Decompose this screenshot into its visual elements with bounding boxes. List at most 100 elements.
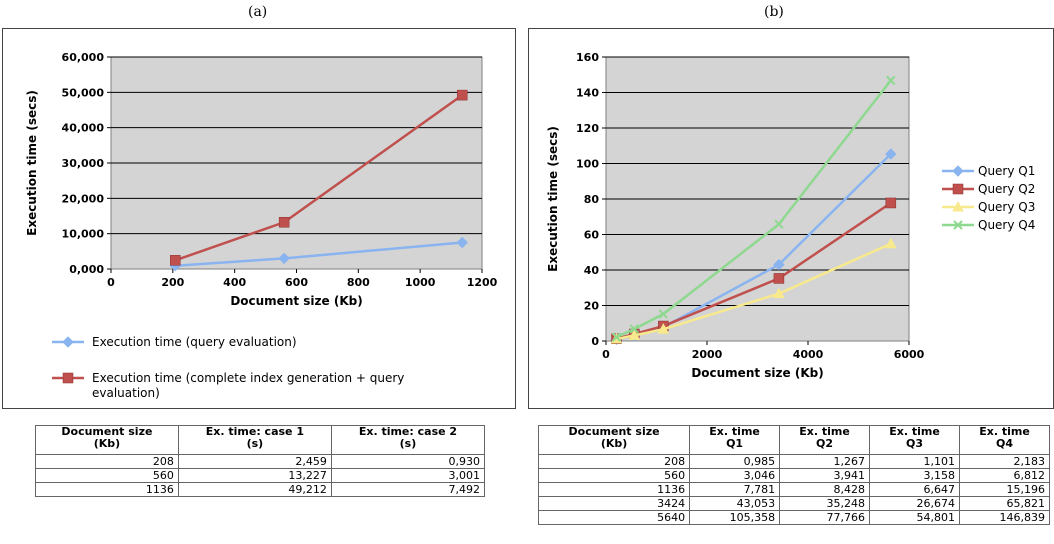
chart-b-series-3-point — [628, 329, 641, 340]
panel-label-b: (b) — [764, 4, 784, 20]
table-row: 1136 49,212 7,492 — [35, 482, 486, 497]
table-cell: 43,053 — [689, 496, 781, 511]
table-a: Document size (Kb) Ex. time: case 1 (s) Ex. … — [35, 425, 486, 497]
chart-a-x-axis-title: Document size (Kb) — [230, 294, 362, 308]
chart-b-x-tick-label: 0 — [602, 348, 610, 361]
chart-a-y-tick-label: 50,000 — [62, 86, 105, 99]
legend-b-series-3-marker — [952, 200, 964, 212]
table-cell: 35,248 — [779, 496, 871, 511]
chart-b-y-tick-label: 160 — [576, 51, 599, 64]
chart-a-series-1-point — [456, 236, 468, 249]
table-cell: 3,001 — [330, 468, 486, 483]
table-cell: 3,941 — [779, 468, 871, 483]
table-cell: 208 — [35, 454, 179, 469]
legend-a-series-1-label: Execution time (query evaluation) — [92, 335, 297, 349]
legend-b-series-4-marker — [953, 220, 963, 230]
chart-b-y-tick-label: 20 — [584, 300, 600, 313]
legend-a-series-2-label-line2: evaluation) — [92, 386, 160, 400]
chart-b-series-3-point — [773, 287, 785, 299]
legend-a-series-1-marker — [62, 336, 74, 348]
chart-a-y-tick-label: 30,000 — [62, 157, 105, 170]
legend-b-series-2-marker — [952, 183, 964, 195]
table-cell: 54,801 — [869, 510, 961, 525]
chart-a-series-2-point — [278, 217, 290, 228]
chart-a-y-tick-label: 60,000 — [62, 51, 105, 64]
table-cell: 1,101 — [869, 454, 961, 469]
chart-b-y-axis-title: Execution time (secs) — [546, 126, 560, 272]
table-a-header-2-line: (s) — [246, 437, 264, 450]
table-b-header-4-line: Q3 — [906, 437, 924, 450]
table-a-header-3-line: (s) — [399, 437, 417, 450]
table-cell: 13,227 — [177, 468, 332, 483]
chart-a-x-tick-label: 600 — [285, 276, 308, 289]
table-row: 208 0,985 1,267 1,101 2,183 — [537, 454, 1050, 469]
table-row: 560 3,046 3,941 3,158 6,812 — [537, 468, 1050, 483]
table-cell: 2,459 — [177, 454, 332, 469]
chart-a-x-tick-label: 800 — [347, 276, 370, 289]
table-b-header-2: Ex. time Q1 — [689, 425, 781, 455]
table-cell: 0,930 — [330, 454, 486, 469]
chart-b-x-tick-label: 4000 — [793, 348, 824, 361]
table-b-header-2-line: Q1 — [726, 437, 744, 450]
legend-b-series-4-label: Query Q4 — [978, 218, 1035, 232]
table-b-header-3-line: Q2 — [816, 437, 834, 450]
table-cell: 7,781 — [689, 482, 781, 497]
chart-b-series-4-point — [629, 324, 639, 334]
chart-b-series-2-point — [773, 273, 785, 284]
table-cell: 146,839 — [959, 510, 1050, 525]
table-b-header-4-line: Ex. time — [889, 425, 940, 438]
table-row: 560 13,227 3,001 — [35, 468, 486, 483]
chart-b-x-tick-label: 6000 — [894, 348, 925, 361]
table-cell: 49,212 — [177, 482, 332, 497]
chart-b-series-1-point — [773, 258, 785, 271]
chart-b-series-4-point — [886, 75, 896, 86]
legend-b-series-2-label: Query Q2 — [978, 182, 1035, 196]
table-cell: 7,492 — [330, 482, 486, 497]
chart-b-y-tick-label: 60 — [584, 229, 600, 242]
table-cell: 208 — [537, 454, 691, 469]
table-a-header-3: Ex. time: case 2 (s) — [330, 425, 486, 455]
chart-a-x-tick-label: 1200 — [467, 276, 498, 289]
chart-b-y-tick-label: 120 — [576, 122, 599, 135]
table-cell: 2,183 — [959, 454, 1050, 469]
chart-b-y-tick-label: 140 — [576, 87, 599, 100]
chart-b-series-4-point — [658, 309, 669, 319]
table-cell: 560 — [35, 468, 179, 483]
table-cell: 1136 — [537, 482, 691, 497]
chart-b-series-4-point — [611, 332, 622, 342]
table-b-header-3-line: Ex. time — [799, 425, 850, 438]
chart-a-series-2-point — [170, 255, 181, 266]
panel-label-a: (a) — [248, 4, 268, 20]
table-b-header-5-line: Q4 — [996, 437, 1014, 450]
table-cell: 8,428 — [779, 482, 871, 497]
table-cell: 560 — [537, 468, 691, 483]
chart-b-series-1-point — [885, 148, 897, 160]
table-row: 208 2,459 0,930 — [35, 454, 486, 469]
table-cell: 26,674 — [869, 496, 961, 511]
chart-a-series-1-point — [278, 252, 290, 265]
table-b: Document size (Kb) Ex. time Q1 Ex. time Q2 Ex.… — [537, 425, 1050, 525]
table-cell: 65,821 — [959, 496, 1050, 511]
table-b-header-4: Ex. time Q3 — [869, 425, 961, 455]
table-b-header-1-line: (Kb) — [600, 437, 628, 450]
table-a-header-3-line: Ex. time: case 2 — [358, 425, 458, 438]
table-cell: 0,985 — [689, 454, 781, 469]
table-b-header-3: Ex. time Q2 — [779, 425, 871, 455]
chart-a-x-tick-label: 200 — [161, 276, 184, 289]
table-cell: 1,267 — [779, 454, 871, 469]
table-cell: 77,766 — [779, 510, 871, 525]
chart-b-series-2-point — [885, 197, 897, 209]
table-cell: 15,196 — [959, 482, 1050, 497]
table-b-header-2-line: Ex. time — [709, 425, 760, 438]
table-a-header-2-line: Ex. time: case 1 — [205, 425, 304, 438]
table-cell: 6,647 — [869, 482, 961, 497]
table-row: 1136 7,781 8,428 6,647 15,196 — [537, 482, 1050, 497]
chart-b-series-3-point — [884, 237, 897, 249]
table-a-header-1-line: (Kb) — [93, 437, 121, 450]
table-row: 3424 43,053 35,248 26,674 65,821 — [537, 496, 1050, 511]
chart-a-y-tick-label: 0,000 — [69, 263, 104, 276]
chart-a-y-tick-label: 10,000 — [62, 228, 105, 241]
table-b-header-5-line: Ex. time — [979, 425, 1030, 438]
chart-a-x-tick-label: 400 — [223, 276, 246, 289]
